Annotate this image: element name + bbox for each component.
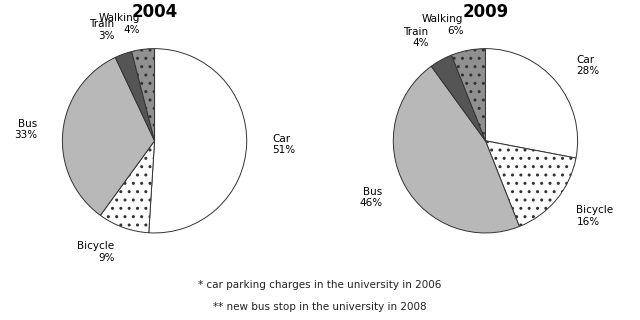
Wedge shape bbox=[486, 141, 576, 227]
Text: ** new bus stop in the university in 2008: ** new bus stop in the university in 200… bbox=[213, 302, 427, 312]
Text: Bus
46%: Bus 46% bbox=[359, 187, 382, 208]
Wedge shape bbox=[431, 55, 486, 141]
Text: Walking
4%: Walking 4% bbox=[99, 13, 140, 35]
Wedge shape bbox=[115, 52, 154, 141]
Wedge shape bbox=[148, 49, 246, 233]
Wedge shape bbox=[452, 49, 486, 141]
Text: Bicycle
9%: Bicycle 9% bbox=[77, 241, 115, 263]
Wedge shape bbox=[394, 66, 520, 233]
Text: Bicycle
16%: Bicycle 16% bbox=[577, 205, 614, 227]
Wedge shape bbox=[132, 49, 154, 141]
Wedge shape bbox=[62, 57, 154, 215]
Wedge shape bbox=[100, 141, 154, 233]
Text: Car
51%: Car 51% bbox=[273, 134, 296, 155]
Text: * car parking charges in the university in 2006: * car parking charges in the university … bbox=[198, 280, 442, 290]
Text: Walking
6%: Walking 6% bbox=[422, 14, 463, 36]
Wedge shape bbox=[486, 49, 578, 158]
Title: 2009: 2009 bbox=[462, 3, 509, 21]
Text: Train
3%: Train 3% bbox=[90, 19, 115, 41]
Text: Train
4%: Train 4% bbox=[403, 27, 429, 48]
Text: Car
28%: Car 28% bbox=[577, 55, 600, 76]
Title: 2004: 2004 bbox=[131, 3, 178, 21]
Text: Bus
33%: Bus 33% bbox=[14, 119, 37, 140]
